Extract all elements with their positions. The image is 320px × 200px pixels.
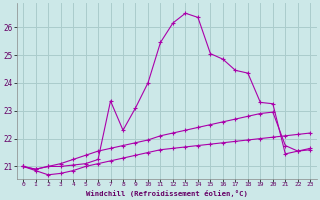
X-axis label: Windchill (Refroidissement éolien,°C): Windchill (Refroidissement éolien,°C) — [86, 190, 248, 197]
